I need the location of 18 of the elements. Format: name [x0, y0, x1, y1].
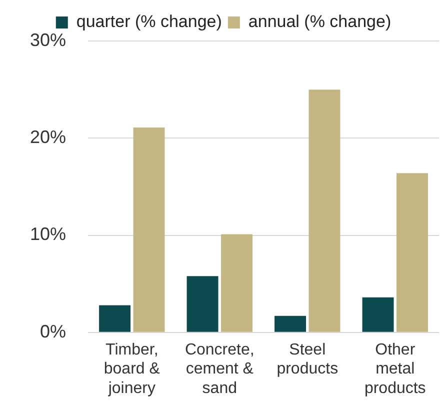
legend-label: annual (% change) [248, 12, 392, 32]
bar [274, 316, 306, 332]
bar [186, 276, 218, 332]
bar [362, 297, 394, 332]
legend-label: quarter (% change) [76, 12, 222, 32]
x-tick-label: Timber, board & joinery [104, 341, 160, 397]
x-tick-label: Concrete, cement & sand [184, 341, 254, 397]
bar [396, 173, 428, 332]
bar [221, 234, 252, 332]
x-tick-label: Steel products [276, 341, 338, 378]
bar [308, 90, 340, 332]
y-tick-label: 30% [30, 30, 66, 50]
bar [99, 305, 131, 332]
y-tick-label: 20% [30, 127, 66, 148]
x-tick-label: Other metal products [364, 341, 426, 397]
y-tick-label: 10% [30, 224, 66, 244]
y-tick-label: 0% [40, 321, 66, 342]
bar [133, 127, 165, 332]
